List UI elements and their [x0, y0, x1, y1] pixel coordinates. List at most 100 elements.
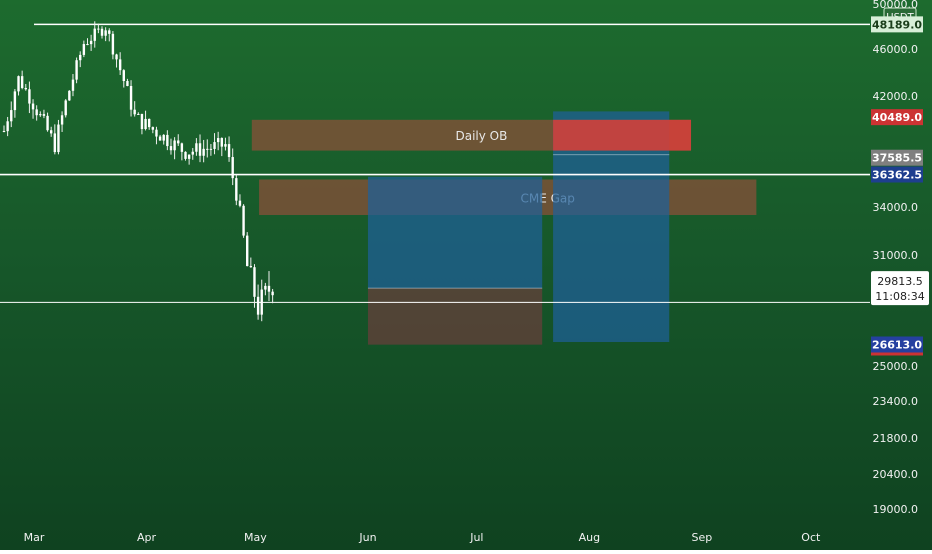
- price-tag-1: [871, 109, 923, 126]
- candle-body: [220, 138, 223, 147]
- candle-body: [86, 44, 89, 46]
- candle-body: [75, 60, 78, 80]
- candle-body: [79, 54, 82, 61]
- candle-body: [10, 110, 13, 122]
- candle-body: [97, 28, 100, 30]
- candle-body: [2, 131, 6, 132]
- candle-body: [93, 28, 96, 41]
- candle-body: [137, 113, 140, 115]
- candle-body: [104, 30, 107, 36]
- position-1-stop: [553, 154, 670, 342]
- candle-body: [246, 235, 249, 267]
- price-tag-text-0: 48189.0: [872, 18, 922, 31]
- price-tag-4: [871, 336, 923, 353]
- x-tick-label: Jul: [469, 531, 483, 544]
- candle-body: [82, 44, 86, 55]
- candle-body: [191, 151, 194, 155]
- price-tag-text-2: 37585.5: [872, 152, 922, 165]
- candle-body: [129, 86, 133, 110]
- candle-body: [133, 109, 136, 115]
- x-tick-label: Aug: [579, 531, 600, 544]
- last-price-box: [871, 271, 929, 306]
- candle-body: [216, 138, 220, 143]
- candle-body: [151, 127, 155, 130]
- candle-body: [39, 114, 42, 116]
- candle-body: [213, 142, 216, 149]
- x-tick-label: Mar: [24, 531, 45, 544]
- price-tag-0: [871, 16, 923, 33]
- candle-body: [162, 134, 165, 141]
- candle-body: [202, 148, 205, 156]
- candle-body: [177, 140, 180, 144]
- y-tick-label: 34000.0: [873, 201, 919, 214]
- y-tick-label: 21800.0: [873, 432, 919, 445]
- price-tag-underline: [871, 352, 923, 356]
- price-tag-2: [871, 149, 923, 166]
- price-tag-text-4: 26613.0: [872, 338, 922, 351]
- x-tick-label: May: [244, 531, 267, 544]
- x-tick-label: Sep: [692, 531, 713, 544]
- candle-body: [108, 30, 111, 34]
- candle-body: [187, 154, 191, 159]
- x-tick-label: Jun: [358, 531, 376, 544]
- candle-body: [166, 134, 169, 147]
- candle-body: [235, 178, 238, 201]
- y-tick-label: 50000.0: [873, 0, 919, 11]
- candle-body: [46, 115, 49, 131]
- candle-body: [144, 118, 147, 130]
- candle-body: [155, 129, 158, 137]
- candle-body: [64, 100, 67, 116]
- candle-body: [17, 76, 20, 92]
- candle-body: [60, 115, 64, 125]
- y-tick-label: 23400.0: [873, 395, 919, 408]
- candle-body: [242, 205, 245, 236]
- countdown-text: 11:08:34: [875, 290, 924, 303]
- candle-body: [28, 89, 31, 104]
- candle-body: [57, 124, 60, 153]
- candle-body: [115, 54, 118, 60]
- candle-body: [231, 157, 234, 179]
- x-tick-label: Oct: [801, 531, 821, 544]
- candle-body: [173, 140, 176, 151]
- y-tick-label: 46000.0: [873, 43, 919, 56]
- candle-body: [53, 133, 57, 153]
- candle-body: [256, 296, 260, 315]
- candle-body: [180, 143, 184, 152]
- candle-body: [158, 136, 162, 141]
- y-tick-label: 19000.0: [873, 503, 919, 516]
- candle-body: [126, 81, 129, 87]
- price-tag-text-1: 40489.0: [872, 111, 922, 124]
- candle-body: [184, 151, 187, 159]
- candle-body: [71, 79, 75, 91]
- candle-body: [195, 143, 198, 152]
- candle-body: [267, 285, 271, 292]
- last-price-text: 29813.5: [877, 275, 923, 288]
- y-tick-label: 25000.0: [873, 360, 919, 373]
- candle-body: [238, 200, 242, 206]
- candle-body: [198, 143, 202, 156]
- candle-body: [260, 289, 263, 315]
- candle-body: [169, 146, 173, 151]
- candle-body: [140, 113, 144, 130]
- candle-body: [271, 291, 274, 296]
- candle-body: [224, 144, 227, 147]
- position-1-overlap: [553, 119, 692, 151]
- candle-body: [68, 90, 71, 101]
- position-0-stop: [367, 288, 543, 345]
- candle-body: [148, 118, 151, 128]
- candle-body: [253, 267, 256, 297]
- candle-body: [118, 59, 122, 71]
- candle-body: [209, 148, 213, 150]
- candle-body: [42, 114, 46, 116]
- candle-body: [249, 266, 253, 268]
- candle-body: [20, 76, 24, 88]
- candle-body: [122, 70, 125, 82]
- candle-body: [31, 103, 35, 110]
- candle-body: [111, 33, 115, 55]
- price-tag-3: [871, 166, 923, 183]
- candle-body: [100, 28, 104, 36]
- candle-body: [89, 40, 93, 45]
- y-tick-label: 20400.0: [873, 468, 919, 481]
